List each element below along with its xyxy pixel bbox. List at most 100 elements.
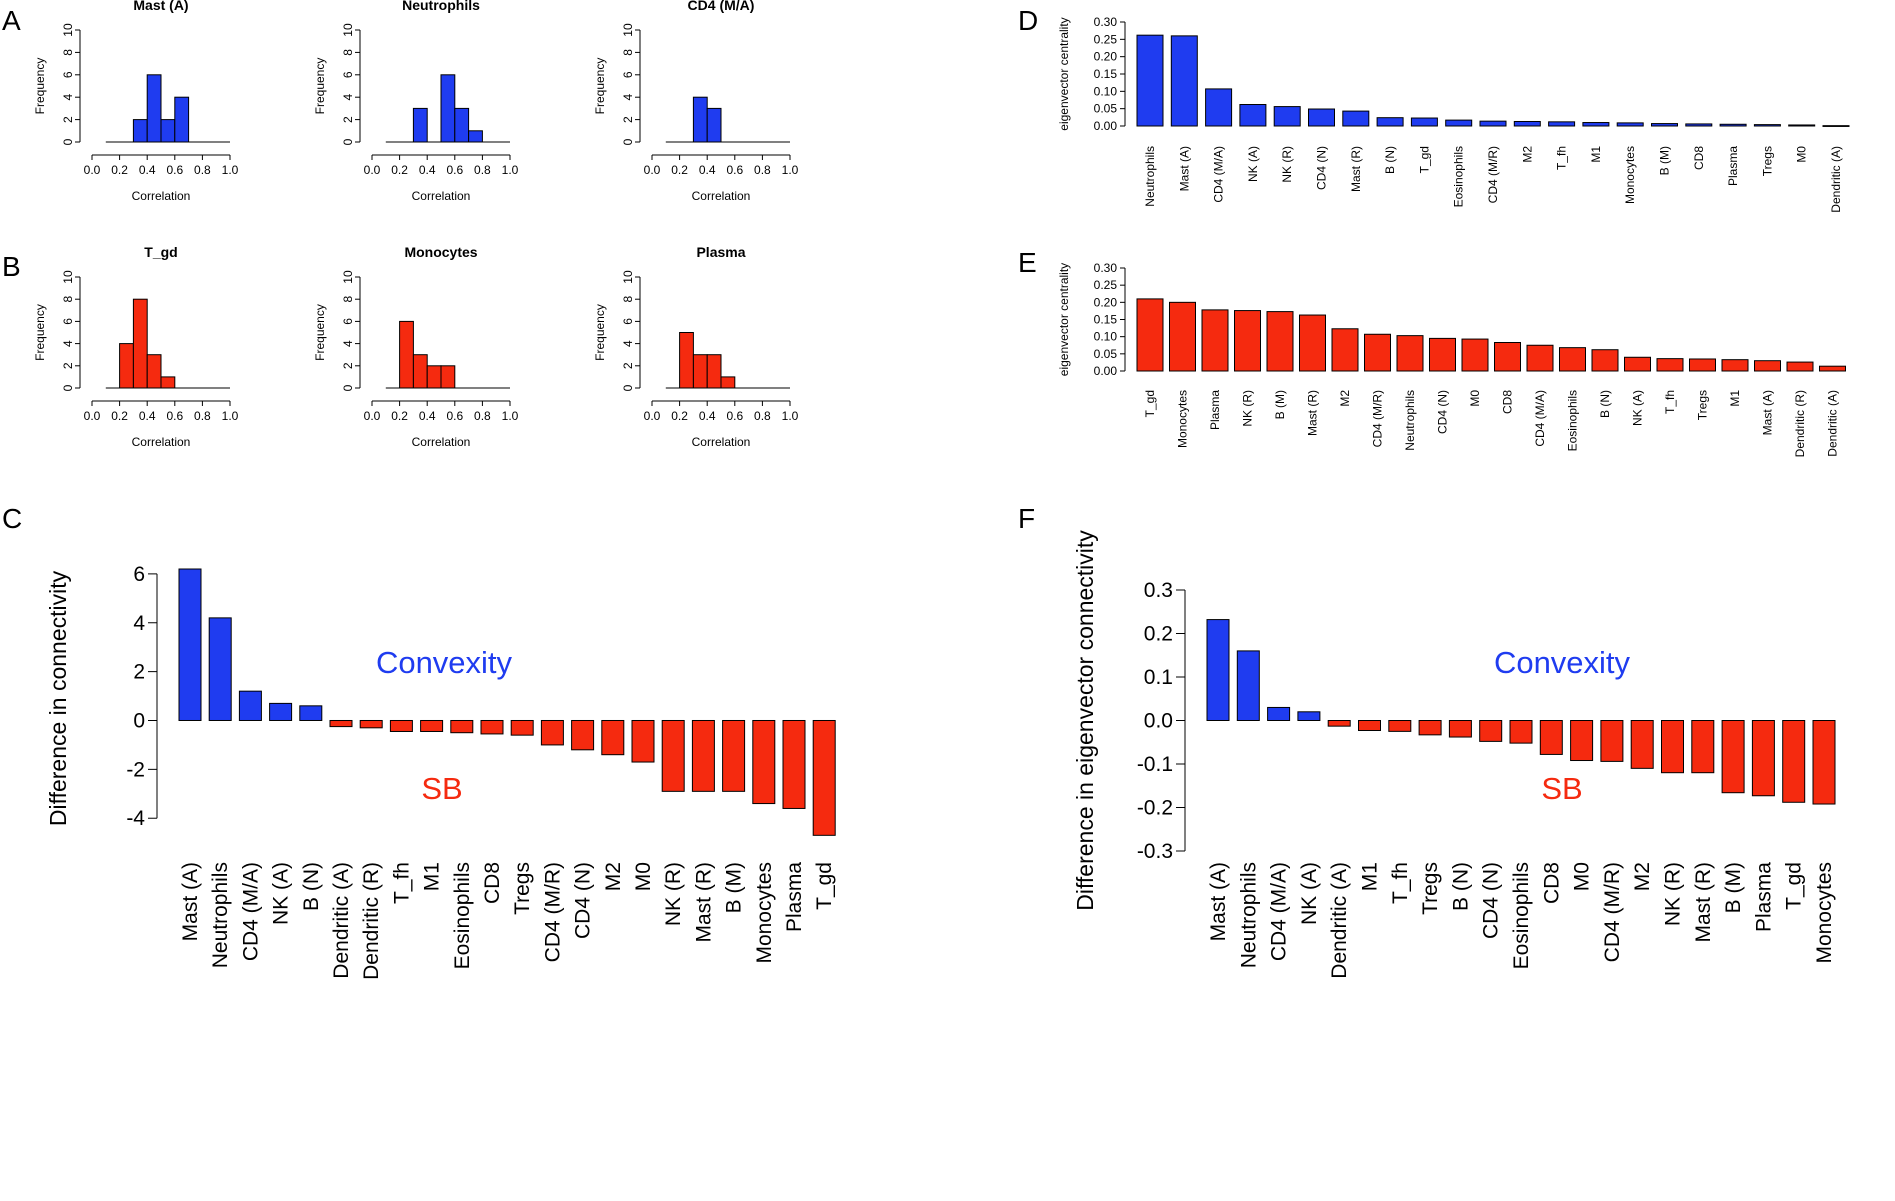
- x-tick-label: 0.6: [726, 409, 743, 423]
- y-tick-label: 0.00: [1094, 364, 1118, 378]
- category-label: Neutrophils: [1403, 390, 1417, 451]
- x-tick-label: 0.4: [699, 409, 716, 423]
- histogram-monocytes: Monocytes 0.0 0.2 0.4 0.6 0.8 1.0 Correlation 0 2…: [313, 244, 519, 449]
- category-label: Plasma: [1726, 146, 1740, 186]
- bar-monocytes: [1812, 720, 1836, 805]
- category-label: T_gd: [1143, 390, 1157, 417]
- bar-m0: [631, 719, 655, 763]
- category-label: T_gd: [813, 862, 836, 910]
- x-tick-label: 0.0: [644, 163, 661, 177]
- category-label: CD4 (M/R): [541, 862, 564, 962]
- x-axis-title: Correlation: [412, 435, 471, 449]
- y-tick-label: 4: [621, 94, 635, 101]
- y-tick-label: 2: [621, 362, 635, 369]
- category-label: Mast (R): [1692, 862, 1715, 943]
- y-axis-title: Frequency: [33, 304, 47, 361]
- bar-cd4-n: [1308, 108, 1335, 127]
- category-label: M1: [1728, 390, 1742, 407]
- bar-neutrophils: [208, 617, 232, 721]
- bar-neutrophils: [1396, 335, 1424, 372]
- category-label: CD4 (M/A): [1212, 146, 1226, 203]
- category-label: Eosinophils: [1510, 862, 1533, 969]
- y-axis-title: Frequency: [33, 58, 47, 115]
- y-tick-label: 0: [133, 709, 145, 732]
- bar-dendritic-r: [1786, 361, 1814, 372]
- hist-bar: [412, 354, 428, 389]
- bar-mast-a: [1754, 360, 1781, 372]
- y-tick-label: 10: [621, 23, 635, 37]
- bar-monocytes: [1616, 122, 1644, 127]
- bar-mast-r: [1342, 110, 1370, 127]
- bar-chart-panel-e: 0.00 0.05 0.10 0.15 0.20 0.25 0.30 eigenvector …: [1057, 261, 1846, 457]
- x-tick-label: 0.2: [671, 163, 688, 177]
- bar-b-n: [1448, 720, 1472, 738]
- histogram-t-gd: T_gd 0.0 0.2 0.4 0.6 0.8 1.0 Correlation 0 2 4 6 8 10…: [33, 244, 239, 449]
- x-axis-title: Correlation: [692, 435, 751, 449]
- bar-eosinophils: [1559, 347, 1586, 372]
- y-tick-label: 0.10: [1094, 330, 1118, 344]
- category-label: Neutrophils: [1237, 862, 1260, 968]
- y-tick-label: -0.2: [1137, 797, 1173, 820]
- bar-mast-a: [1170, 35, 1198, 127]
- y-tick-label: 0.1: [1144, 666, 1173, 689]
- category-label: Monocytes: [1813, 862, 1836, 964]
- category-label: CD4 (N): [1480, 862, 1503, 939]
- x-tick-label: 0.0: [364, 409, 381, 423]
- bar-m2: [1630, 720, 1654, 769]
- hist-bar: [160, 119, 176, 143]
- annotation-sb: SB: [1541, 771, 1582, 806]
- bar-t-fh: [1388, 720, 1412, 732]
- category-label: B (M): [723, 862, 746, 913]
- bar-nk-a: [269, 702, 293, 721]
- category-label: Mast (R): [692, 862, 715, 943]
- category-label: NK (R): [1241, 390, 1255, 427]
- x-tick-label: 0.4: [699, 163, 716, 177]
- category-label: Dendritic (A): [1829, 146, 1843, 213]
- bar-plasma: [1719, 123, 1747, 127]
- bar-nk-r: [1273, 106, 1301, 127]
- bar-m2: [601, 719, 625, 756]
- x-tick-label: 0.0: [364, 163, 381, 177]
- category-label: Dendritic (R): [360, 862, 383, 980]
- category-label: NK (A): [270, 862, 293, 925]
- category-label: CD4 (N): [1436, 390, 1450, 434]
- hist-title: T_gd: [144, 244, 177, 260]
- x-tick-label: 0.0: [644, 409, 661, 423]
- y-axis-title: Frequency: [313, 58, 327, 115]
- y-tick-label: 8: [61, 49, 75, 56]
- x-tick-label: 0.6: [166, 409, 183, 423]
- category-label: Monocytes: [753, 862, 776, 964]
- category-label: NK (R): [1280, 146, 1294, 183]
- x-tick-label: 0.4: [419, 409, 436, 423]
- category-label: Dendritic (R): [1793, 390, 1807, 457]
- y-tick-label: 8: [341, 49, 355, 56]
- category-label: T_fh: [1663, 390, 1677, 414]
- bar-t-gd: [1782, 720, 1806, 803]
- y-tick-label: 10: [341, 270, 355, 284]
- hist-bar: [426, 365, 442, 389]
- bar-cd4-n: [1429, 337, 1456, 372]
- category-label: T_fh: [1555, 146, 1569, 170]
- bar-m0: [1461, 338, 1489, 372]
- y-tick-label: 0: [341, 384, 355, 391]
- category-label: M1: [1359, 862, 1382, 891]
- hist-bar: [132, 298, 148, 389]
- bar-cd4-m-r: [1364, 333, 1391, 372]
- hist-bar: [132, 119, 148, 143]
- bar-t-fh: [1548, 121, 1576, 127]
- y-tick-label: 8: [341, 296, 355, 303]
- category-label: T_fh: [1389, 862, 1412, 904]
- y-tick-label: 10: [621, 270, 635, 284]
- bar-m1: [1721, 359, 1749, 372]
- bar-t-gd: [1410, 117, 1438, 127]
- category-label: B (N): [1449, 862, 1472, 911]
- bar-m2: [1331, 328, 1359, 372]
- hist-bar: [146, 74, 162, 143]
- bar-b-m: [1721, 720, 1745, 794]
- bar-m0: [1788, 124, 1816, 127]
- x-tick-label: 1.0: [782, 409, 799, 423]
- bar-mast-a: [178, 568, 202, 721]
- x-tick-label: 0.6: [446, 409, 463, 423]
- y-tick-label: 0.3: [1144, 579, 1173, 602]
